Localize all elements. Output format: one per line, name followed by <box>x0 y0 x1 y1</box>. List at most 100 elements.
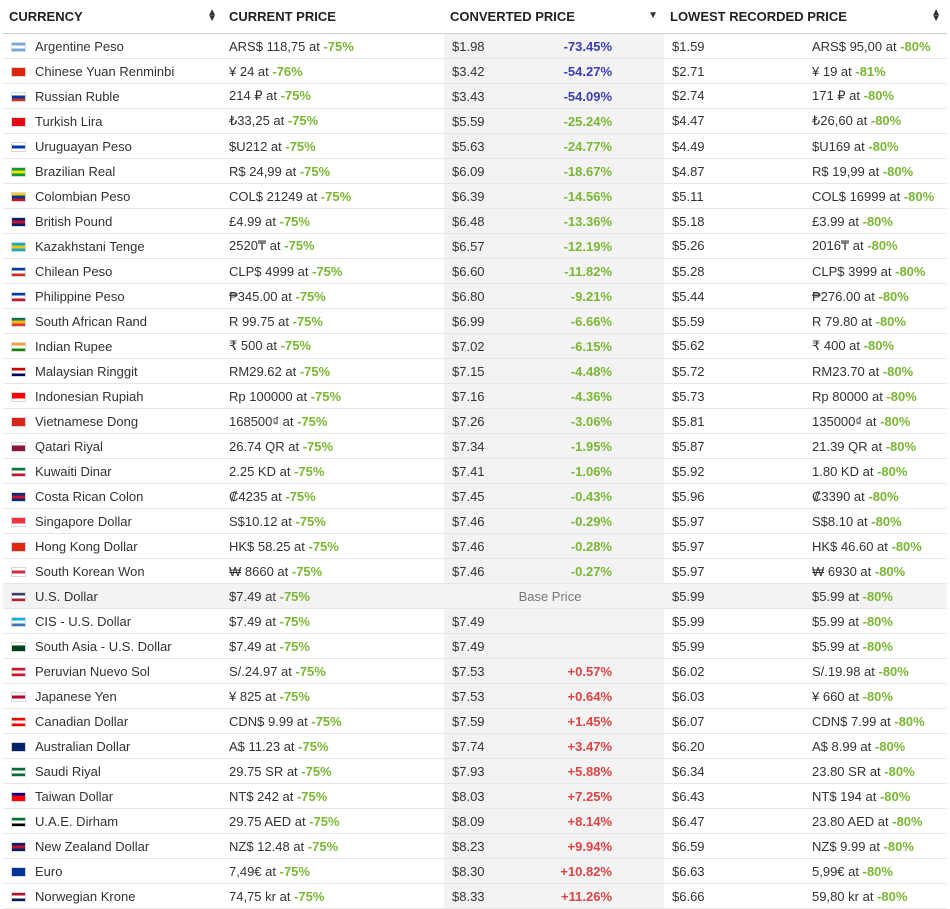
price-difference: -3.06% <box>570 413 612 429</box>
discount-percent: -75% <box>279 638 310 654</box>
discount-percent: -75% <box>292 313 323 329</box>
current-price-cell: 2520₸ at -75% <box>223 233 444 259</box>
current-price-cell: A$ 11.23 at -75% <box>223 733 444 759</box>
currency-name: Euro <box>35 863 63 879</box>
flag-icon <box>11 141 26 152</box>
table-row: Uruguayan Peso $U212 at -75% $5.63 -24.77% $… <box>3 133 947 159</box>
lowest-converted-price: $6.02 <box>672 663 705 679</box>
lowest-converted-price: $5.97 <box>672 563 705 579</box>
lowest-converted-price: $5.97 <box>672 513 705 529</box>
currency-cell: Kuwaiti Dinar <box>3 458 223 484</box>
header-currency[interactable]: CURRENCY ▲ ▼ <box>3 0 223 34</box>
lowest-discount-percent: -80% <box>874 738 906 754</box>
lowest-converted-price: $6.47 <box>672 813 705 829</box>
lowest-price-cell: $5.26 2016₸ at -80% <box>664 233 947 259</box>
flag-icon <box>11 366 26 377</box>
current-price: HK$ 58.25 at <box>229 538 309 554</box>
sort-both-icon[interactable]: ▲ ▼ <box>207 7 217 24</box>
lowest-converted-price: $1.59 <box>672 38 705 54</box>
lowest-original-price: ¥ 660 at <box>812 688 863 704</box>
discount-percent: -75% <box>296 788 328 804</box>
table-row: Hong Kong Dollar HK$ 58.25 at -75% $7.46 -0… <box>3 533 947 559</box>
lowest-discount-percent: -80% <box>894 713 925 729</box>
lowest-price-cell: $5.97 HK$ 46.60 at -80% <box>664 533 947 559</box>
discount-percent: -75% <box>279 688 310 704</box>
current-price-cell: RM29.62 at -75% <box>223 358 444 384</box>
lowest-original-price: 23.80 SR at <box>812 763 885 779</box>
current-price: ¥ 825 at <box>229 688 280 704</box>
header-converted-price[interactable]: CONVERTED PRICE ▼ <box>444 0 664 34</box>
table-row: South Korean Won ₩ 8660 at -75% $7.46 -0.27… <box>3 558 947 584</box>
lowest-price-cell: $5.44 ₱276.00 at -80% <box>664 283 947 309</box>
current-price: ₹ 500 at <box>229 338 281 353</box>
discount-percent: -75% <box>294 463 325 479</box>
converted-price: $7.53 <box>452 688 485 704</box>
currency-cell: Indonesian Rupiah <box>3 383 223 409</box>
converted-price-cell: $3.42 -54.27% <box>444 58 664 84</box>
price-difference: +11.26% <box>561 888 612 904</box>
currency-name: Australian Dollar <box>35 738 131 754</box>
currency-name: CIS - U.S. Dollar <box>35 613 132 629</box>
price-difference: -73.45% <box>563 38 612 54</box>
sort-both-icon[interactable]: ▲ ▼ <box>931 7 941 24</box>
currency-cell: Euro <box>3 858 223 884</box>
current-price: 26.74 QR at <box>229 438 303 454</box>
discount-percent: -75% <box>298 738 329 754</box>
table-row: Costa Rican Colon ₡4235 at -75% $7.45 -0.43… <box>3 483 947 509</box>
lowest-converted-price: $6.34 <box>672 763 705 779</box>
lowest-converted-price: $4.47 <box>672 113 705 128</box>
currency-name: Peruvian Nuevo Sol <box>35 663 150 679</box>
discount-percent: -75% <box>295 513 326 529</box>
lowest-converted-price: $2.71 <box>672 63 705 79</box>
price-difference: -0.27% <box>570 563 612 579</box>
lowest-converted-price: $6.43 <box>672 788 705 804</box>
lowest-price-cell: $5.87 21.39 QR at -80% <box>664 433 947 459</box>
converted-price: $7.46 <box>452 563 485 579</box>
current-price: $7.49 at <box>229 588 280 604</box>
converted-price-cell: $6.80 -9.21% <box>444 283 664 309</box>
current-price: £4.99 at <box>229 213 280 229</box>
header-lowest-price[interactable]: LOWEST RECORDED PRICE ▲ ▼ <box>664 0 947 34</box>
currency-name: Turkish Lira <box>35 113 103 129</box>
lowest-discount-percent: -80% <box>882 163 914 179</box>
lowest-discount-percent: -80% <box>891 538 922 554</box>
converted-price: $6.09 <box>452 163 485 179</box>
table-row: Kuwaiti Dinar 2.25 KD at -75% $7.41 -1.06% $… <box>3 458 947 484</box>
lowest-discount-percent: -80% <box>862 613 893 629</box>
flag-icon <box>11 191 26 202</box>
lowest-original-price: $5.99 at <box>812 613 863 629</box>
discount-percent: -75% <box>320 188 352 204</box>
table-row: Australian Dollar A$ 11.23 at -75% $7.74 +3… <box>3 733 947 759</box>
lowest-converted-price: $5.44 <box>672 288 705 304</box>
lowest-discount-percent: -80% <box>868 488 899 504</box>
lowest-price-cell: $2.74 171 ₽ at -80% <box>664 83 947 109</box>
lowest-original-price: A$ 8.99 at <box>812 738 875 754</box>
current-price-cell: 7,49€ at -75% <box>223 858 444 884</box>
converted-price: $6.80 <box>452 288 485 304</box>
lowest-converted-price: $5.59 <box>672 313 705 329</box>
table-row: Euro 7,49€ at -75% $8.30 +10.82% $6.63 5,99€ … <box>3 858 947 884</box>
lowest-price-cell: $5.73 Rp 80000 at -80% <box>664 383 947 409</box>
currency-cell: Qatari Riyal <box>3 433 223 459</box>
currency-cell: Australian Dollar <box>3 733 223 759</box>
sort-desc-icon[interactable]: ▼ <box>648 10 658 21</box>
currency-name: Indonesian Rupiah <box>35 388 144 404</box>
lowest-price-cell: $5.28 CLP$ 3999 at -80% <box>664 258 947 284</box>
currency-name: Saudi Riyal <box>35 763 101 779</box>
current-price: ARS$ 118,75 at <box>229 38 324 54</box>
currency-cell: British Pound <box>3 208 223 234</box>
converted-price-cell: $7.26 -3.06% <box>444 408 664 434</box>
flag-icon <box>11 391 26 402</box>
lowest-original-price: COL$ 16999 at <box>812 188 904 204</box>
lowest-price-cell: $4.47 ₺26,60 at -80% <box>664 108 947 134</box>
discount-percent: -75% <box>323 38 354 54</box>
table-row: Turkish Lira ₺33,25 at -75% $5.59 -25.24% $4… <box>3 108 947 134</box>
currency-name: Norwegian Krone <box>35 888 136 904</box>
current-price-cell: $U212 at -75% <box>223 133 444 159</box>
converted-price: $7.49 <box>452 638 485 654</box>
lowest-original-price: NT$ 194 at <box>812 788 880 804</box>
currency-name: New Zealand Dollar <box>35 838 150 854</box>
header-current-price[interactable]: CURRENT PRICE <box>223 0 444 34</box>
table-row: Russian Ruble 214 ₽ at -75% $3.43 -54.09% $2… <box>3 83 947 109</box>
converted-price-cell: $7.45 -0.43% <box>444 483 664 509</box>
